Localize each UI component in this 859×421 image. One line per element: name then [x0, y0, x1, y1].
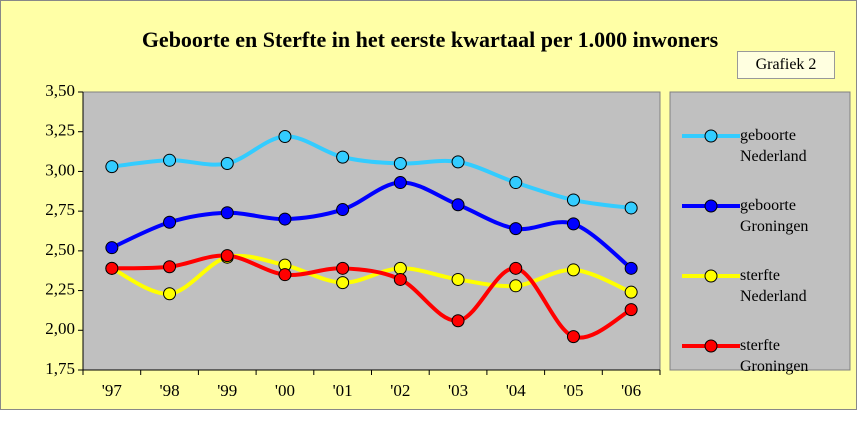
- legend-box: [669, 91, 851, 371]
- point: [336, 203, 350, 217]
- legend-marker: [704, 199, 718, 213]
- point: [220, 249, 234, 263]
- point: [278, 212, 292, 226]
- point: [566, 330, 580, 344]
- point: [509, 176, 523, 190]
- point: [163, 215, 177, 229]
- point: [451, 272, 465, 286]
- point: [393, 272, 407, 286]
- point: [336, 150, 350, 164]
- y-tick-label: 2,75: [45, 200, 75, 219]
- series-line: [111, 134, 632, 210]
- point: [624, 261, 638, 275]
- point: [393, 261, 407, 275]
- y-tick-label: 3,25: [45, 121, 75, 140]
- y-tick-label: 1,75: [45, 359, 75, 378]
- point: [393, 176, 407, 190]
- series-line: [111, 180, 633, 270]
- point: [566, 193, 580, 207]
- point: [451, 314, 465, 328]
- point: [566, 217, 580, 231]
- point: [163, 260, 177, 274]
- chart-title: Geboorte en Sterfte in het eerste kwarta…: [141, 27, 719, 52]
- x-tick-label: '04: [506, 381, 527, 400]
- x-tick-label: '98: [160, 381, 180, 400]
- y-tick-label: 2,50: [45, 240, 75, 259]
- point: [509, 261, 523, 275]
- point: [105, 160, 119, 174]
- legend-label: sterfte Groningen: [740, 337, 809, 375]
- x-tick-label: '97: [102, 381, 123, 400]
- point: [509, 279, 523, 293]
- legend-label: geboorte Groningen: [740, 197, 809, 235]
- legend-marker: [704, 129, 718, 143]
- plot-area: [82, 91, 661, 371]
- point: [105, 241, 119, 255]
- y-tick-label: 2,25: [45, 279, 75, 298]
- point: [451, 155, 465, 169]
- annotation: Grafiek 2: [737, 51, 835, 79]
- legend-marker: [704, 339, 718, 353]
- point: [220, 156, 234, 170]
- point: [278, 129, 292, 143]
- y-tick-label: 3,50: [45, 81, 75, 100]
- x-tick-label: '00: [275, 381, 295, 400]
- point: [278, 268, 292, 282]
- point: [163, 287, 177, 301]
- series-line: [110, 253, 632, 296]
- point: [163, 153, 177, 167]
- x-tick-label: '99: [217, 381, 237, 400]
- y-tick-label: 2,00: [45, 319, 75, 338]
- point: [220, 206, 234, 220]
- point: [624, 201, 638, 215]
- point: [566, 263, 580, 277]
- legend-label: geboorte Nederland: [740, 127, 807, 165]
- x-tick-label: '03: [448, 381, 468, 400]
- x-tick-label: '02: [390, 381, 410, 400]
- point: [105, 261, 119, 275]
- x-tick-label: '01: [333, 381, 353, 400]
- y-tick-label: 3,00: [45, 160, 75, 179]
- point: [393, 156, 407, 170]
- point: [509, 222, 523, 236]
- point: [336, 276, 350, 290]
- point: [624, 285, 638, 299]
- legend-marker: [704, 269, 718, 283]
- x-tick-label: '05: [563, 381, 583, 400]
- point: [451, 198, 465, 212]
- point: [624, 303, 638, 317]
- point: [336, 261, 350, 275]
- legend-label: sterfte Nederland: [740, 267, 807, 305]
- x-tick-label: '06: [621, 381, 641, 400]
